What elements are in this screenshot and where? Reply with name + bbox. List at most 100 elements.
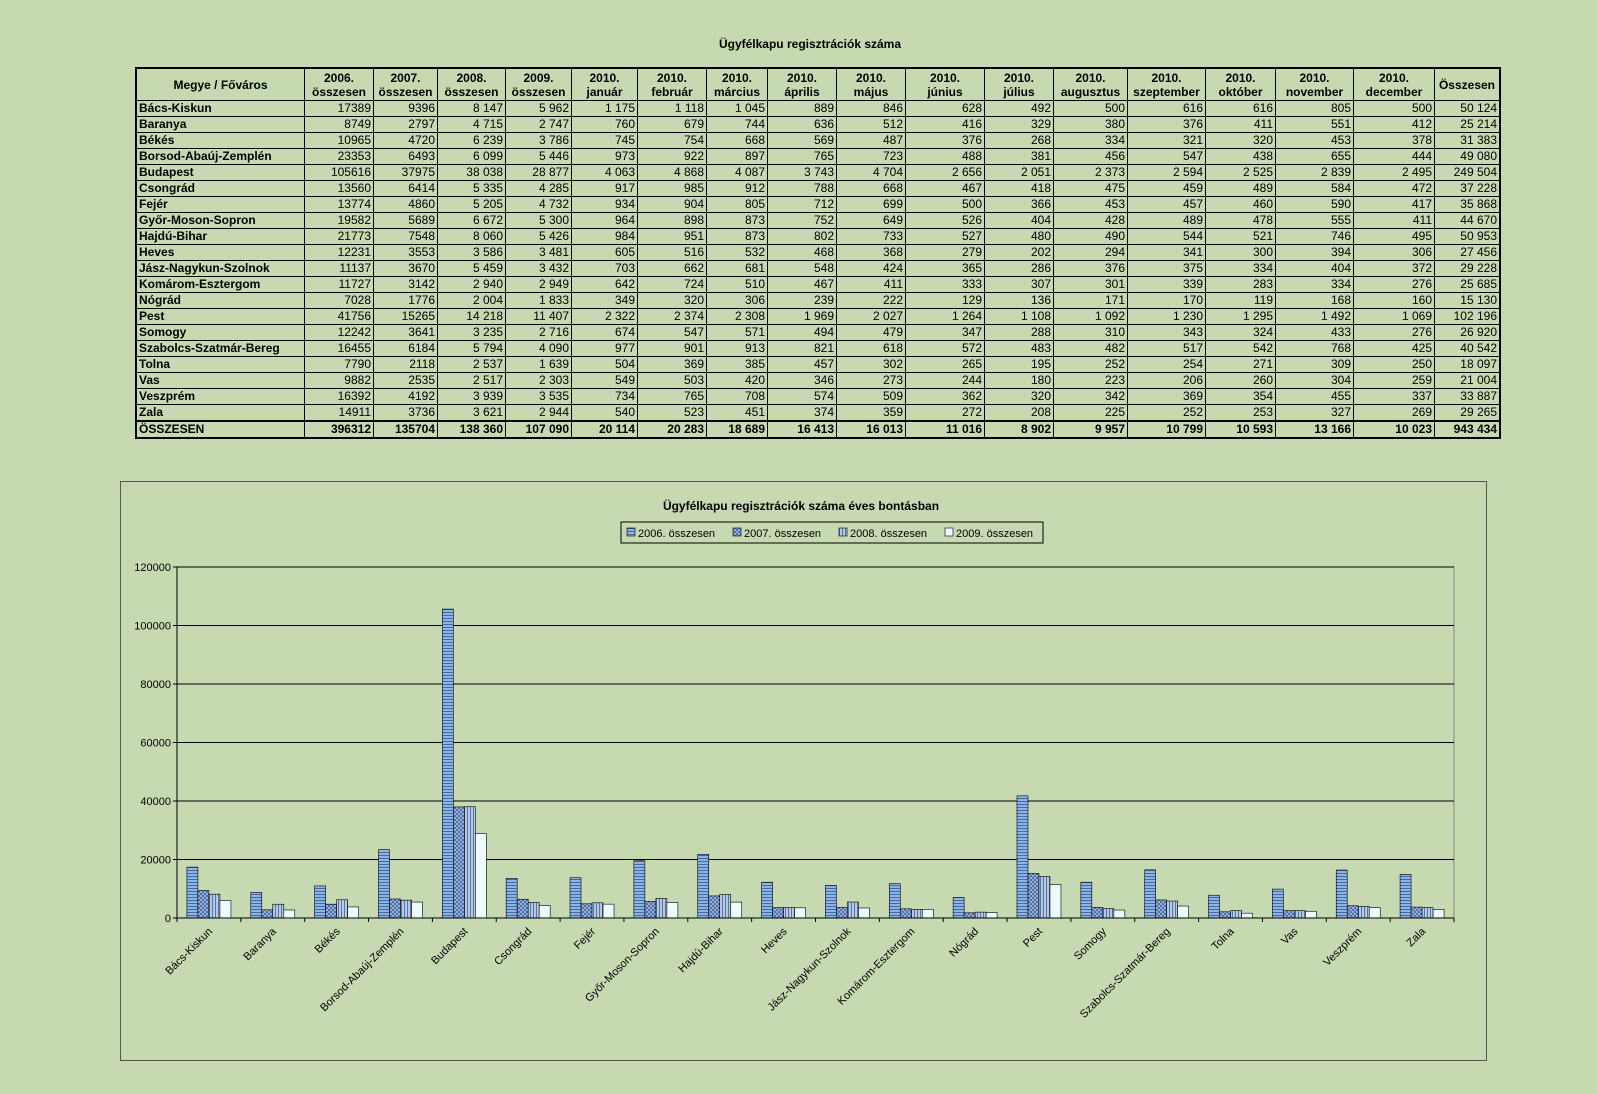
bar bbox=[186, 866, 199, 919]
table-cell: 489 bbox=[1205, 180, 1276, 197]
bar bbox=[952, 897, 965, 919]
bar-chart: Ügyfélkapu regisztrációk száma éves bont… bbox=[134, 498, 1455, 1021]
row-label: Vas bbox=[135, 372, 305, 389]
table-cell: 320 bbox=[1205, 132, 1276, 149]
header-cell: 2010. január bbox=[571, 67, 638, 101]
table-cell: 428 bbox=[1053, 212, 1128, 229]
legend-label: 2009. összesen bbox=[956, 528, 1033, 540]
bar bbox=[1368, 907, 1381, 919]
table-cell: 2 944 bbox=[505, 404, 572, 422]
table-cell: 416 bbox=[905, 116, 985, 133]
table-cell: 3 621 bbox=[437, 404, 506, 422]
table-cell: 495 bbox=[1353, 228, 1435, 245]
table-cell: 11727 bbox=[304, 276, 374, 293]
table-cell: 460 bbox=[1205, 196, 1276, 213]
table-cell: 339 bbox=[1127, 276, 1206, 293]
header-cell: 2010. december bbox=[1353, 67, 1435, 101]
table-cell: 320 bbox=[984, 388, 1054, 405]
bar bbox=[1399, 874, 1412, 919]
table-cell: 668 bbox=[706, 132, 768, 149]
y-axis: 0 20000 40000 60000 80000 100000 120000 bbox=[134, 562, 178, 925]
table-cell: 359 bbox=[836, 404, 906, 422]
table-cell: 424 bbox=[836, 260, 906, 277]
table-cell: 605 bbox=[571, 244, 638, 261]
table-row: Győr-Moson-Sopron 19582 5689 6 672 5 300 964 8… bbox=[135, 212, 1501, 229]
table-cell: 5 446 bbox=[505, 148, 572, 165]
table-cell: 475 bbox=[1053, 180, 1128, 197]
bar bbox=[197, 890, 210, 919]
table-cell: 16 013 bbox=[836, 420, 906, 439]
table-cell: 873 bbox=[706, 228, 768, 245]
table-cell: 1 492 bbox=[1275, 308, 1354, 325]
table-cell: 5 335 bbox=[437, 180, 506, 197]
table-cell: 28 877 bbox=[505, 164, 572, 181]
x-tick-label: Csongrád bbox=[492, 926, 534, 968]
table-row: Baranya 8749 2797 4 715 2 747 760 679 744 636 512… bbox=[135, 116, 1501, 133]
table-cell: 951 bbox=[637, 228, 707, 245]
table-cell: 3 786 bbox=[505, 132, 572, 149]
table-cell: 342 bbox=[1053, 388, 1128, 405]
bar bbox=[888, 883, 901, 919]
table-cell: 20 283 bbox=[637, 420, 707, 439]
table-cell: 618 bbox=[836, 340, 906, 357]
table-cell: 273 bbox=[836, 372, 906, 389]
bars-group bbox=[186, 608, 1445, 919]
table-cell: 4 732 bbox=[505, 196, 572, 213]
table-cell: 369 bbox=[637, 356, 707, 373]
table-cell: 286 bbox=[984, 260, 1054, 277]
table-cell: 2 308 bbox=[706, 308, 768, 325]
table-cell: 288 bbox=[984, 324, 1054, 341]
table-cell: 21773 bbox=[304, 228, 374, 245]
table-cell: 260 bbox=[1205, 372, 1276, 389]
table-cell: 2 051 bbox=[984, 164, 1054, 181]
header-cell: 2010. április bbox=[767, 67, 837, 101]
bar bbox=[1038, 876, 1051, 919]
bar bbox=[858, 907, 870, 919]
table-cell: 8749 bbox=[304, 116, 374, 133]
table-cell: 527 bbox=[905, 228, 985, 245]
table-cell: 703 bbox=[571, 260, 638, 277]
legend-swatch bbox=[944, 527, 954, 537]
table-cell: 912 bbox=[706, 180, 768, 197]
table-cell: 544 bbox=[1127, 228, 1206, 245]
table-cell: 523 bbox=[637, 404, 707, 422]
table-cell: 417 bbox=[1353, 196, 1435, 213]
table-cell: 898 bbox=[637, 212, 707, 229]
table-cell: 2 940 bbox=[437, 276, 506, 293]
header-cell: Összesen bbox=[1434, 67, 1501, 101]
y-tick-label: 40000 bbox=[140, 796, 171, 808]
table-cell: 411 bbox=[1205, 116, 1276, 133]
table-cell: 943 434 bbox=[1434, 420, 1501, 439]
table-cell: 2535 bbox=[373, 372, 438, 389]
table-cell: 411 bbox=[836, 276, 906, 293]
table-cell: 616 bbox=[1205, 100, 1276, 117]
row-label: Tolna bbox=[135, 356, 305, 373]
table-cell: 752 bbox=[767, 212, 837, 229]
table-cell: 376 bbox=[1053, 260, 1128, 277]
table-cell: 404 bbox=[984, 212, 1054, 229]
table-cell: 805 bbox=[1275, 100, 1354, 117]
table-cell: 846 bbox=[836, 100, 906, 117]
bar bbox=[1294, 910, 1306, 919]
table-cell: 494 bbox=[767, 324, 837, 341]
table-cell: 206 bbox=[1127, 372, 1206, 389]
x-tick-label: Baranya bbox=[241, 925, 279, 963]
table-cell: 11 407 bbox=[505, 308, 572, 325]
bar bbox=[378, 849, 390, 919]
table-cell: 472 bbox=[1353, 180, 1435, 197]
table-cell: 320 bbox=[637, 292, 707, 309]
table-cell: 376 bbox=[1127, 116, 1206, 133]
bar bbox=[1166, 900, 1178, 919]
table-cell: 917 bbox=[571, 180, 638, 197]
table-cell: 12231 bbox=[304, 244, 374, 261]
bar bbox=[985, 912, 998, 919]
table-cell: 6 672 bbox=[437, 212, 506, 229]
table-cell: 14911 bbox=[304, 404, 374, 422]
table-row: Budapest 105616 37975 38 038 28 877 4 063 4 86… bbox=[135, 164, 1501, 181]
table-cell: 324 bbox=[1205, 324, 1276, 341]
bar bbox=[538, 905, 551, 919]
table-cell: 517 bbox=[1127, 340, 1206, 357]
table-cell: 6184 bbox=[373, 340, 438, 357]
header-cell: 2010. október bbox=[1205, 67, 1276, 101]
table-cell: 2 303 bbox=[505, 372, 572, 389]
